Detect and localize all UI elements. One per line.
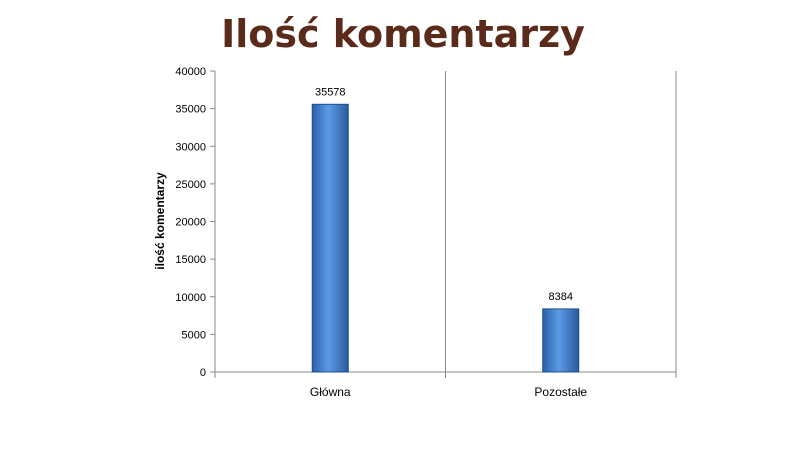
y-tick-label: 5000 [182, 329, 206, 341]
y-tick-label: 10000 [175, 292, 206, 304]
x-category-label: Główna [310, 385, 351, 399]
y-tick-label: 40000 [175, 66, 206, 78]
y-tick-label: 20000 [175, 217, 206, 229]
y-tick-label: 30000 [175, 141, 206, 153]
bar-data-label: 8384 [549, 291, 573, 303]
bar [542, 308, 580, 373]
y-tick-label: 35000 [175, 104, 206, 116]
chart-title: Ilość komentarzy [221, 12, 585, 56]
y-tick-label: 0 [200, 367, 206, 379]
bar-data-label: 35578 [315, 86, 346, 98]
x-category-label: Pozostałe [534, 385, 587, 399]
y-tick-label: 25000 [175, 179, 206, 191]
bar [311, 103, 349, 373]
y-tick-label: 15000 [175, 254, 206, 266]
